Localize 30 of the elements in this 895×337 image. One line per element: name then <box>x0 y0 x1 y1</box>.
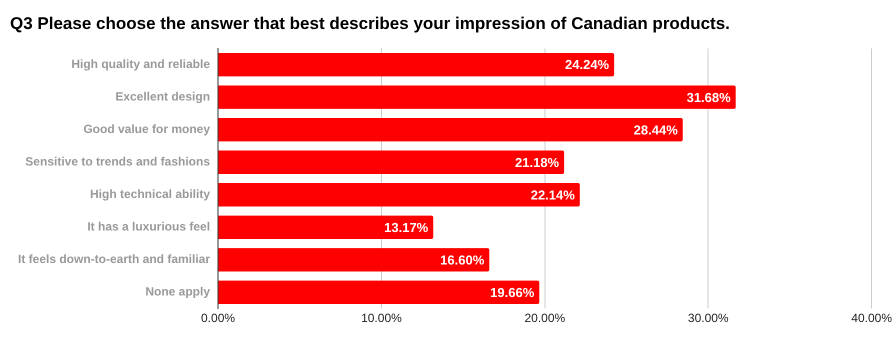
y-tick-label: High technical ability <box>90 187 210 202</box>
bar <box>218 280 540 304</box>
y-tick-label: High quality and reliable <box>71 56 210 71</box>
data-label: 16.60% <box>440 252 485 268</box>
y-tick-label: Good value for money <box>83 122 210 136</box>
bar <box>218 85 736 109</box>
y-tick-label: It has a luxurious feel <box>87 220 210 234</box>
y-tick-label: Sensitive to trends and fashions <box>25 154 210 169</box>
data-label: 24.24% <box>565 57 610 72</box>
y-tick-label: Excellent design <box>115 90 210 104</box>
data-label: 13.17% <box>384 220 429 235</box>
bar <box>218 183 580 206</box>
x-tick-label: 10.00% <box>361 311 402 326</box>
x-tick-label: 0.00% <box>201 311 236 326</box>
data-label: 19.66% <box>490 284 535 300</box>
x-tick-label: 40.00% <box>851 311 892 326</box>
y-tick-label: None apply <box>145 284 210 299</box>
bar <box>218 248 490 272</box>
chart-title: Q3 Please choose the answer that best describes your impression of Canadian products. <box>10 14 730 33</box>
y-tick-label: It feels down-to-earth and familiar <box>18 252 210 266</box>
x-tick-label: 20.00% <box>524 311 566 326</box>
x-tick-label: 30.00% <box>688 311 729 326</box>
data-label: 31.68% <box>686 90 732 105</box>
bar <box>218 216 434 239</box>
bar <box>218 118 683 142</box>
data-label: 28.44% <box>634 122 678 138</box>
bar <box>218 150 564 174</box>
bar <box>218 52 614 76</box>
data-label: 22.14% <box>530 187 576 202</box>
data-label: 21.18% <box>515 154 560 170</box>
